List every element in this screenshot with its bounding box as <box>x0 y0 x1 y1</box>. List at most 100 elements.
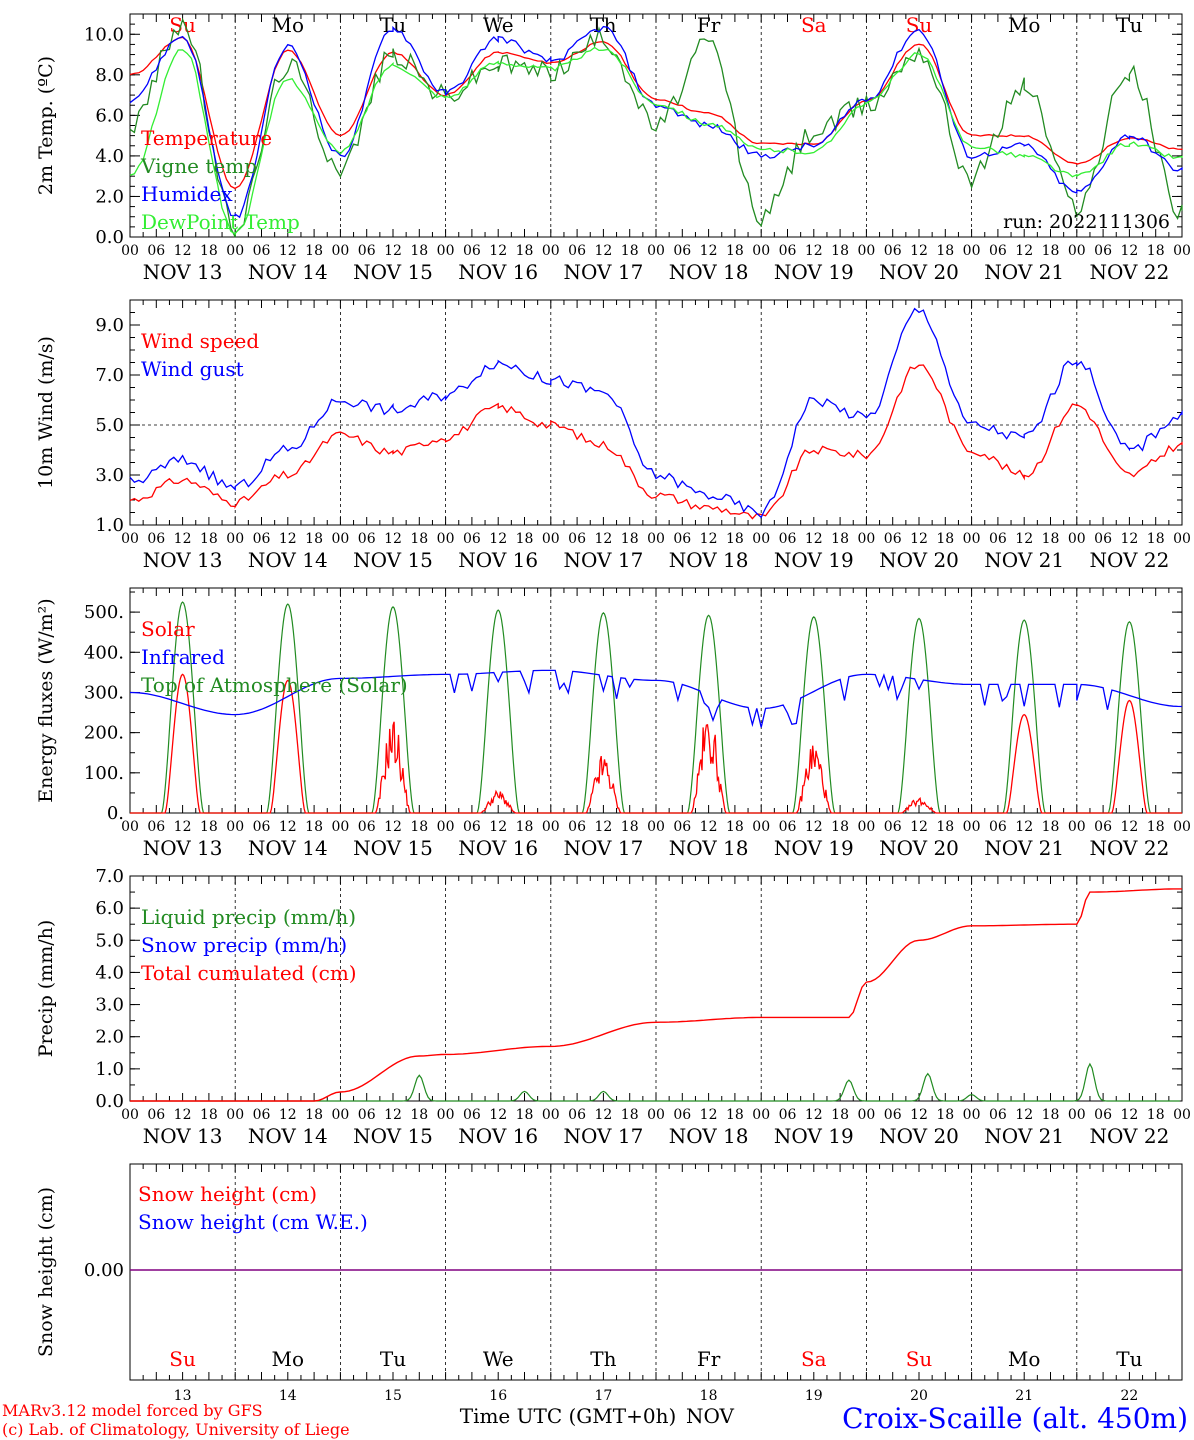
hour-tick-label: 18 <box>936 531 954 547</box>
day-label: NOV 16 <box>458 260 538 284</box>
hour-tick-label: 00 <box>121 243 139 259</box>
day-label: NOV 14 <box>248 836 328 860</box>
hour-tick-label: 00 <box>331 531 349 547</box>
hour-tick-label: 18 <box>621 819 639 835</box>
y-tick-label: 0.0 <box>95 1091 124 1112</box>
hour-tick-label: 06 <box>1094 819 1112 835</box>
y-tick-label: 200. <box>84 723 124 744</box>
hour-tick-label: 06 <box>673 819 691 835</box>
day-label: NOV 18 <box>669 548 749 572</box>
day-number: 20 <box>910 1388 928 1404</box>
hour-tick-label: 06 <box>253 819 271 835</box>
hour-tick-label: 06 <box>358 531 376 547</box>
y-tick-label: 300. <box>84 682 124 703</box>
hour-tick-label: 18 <box>936 1107 954 1123</box>
hour-tick-label: 06 <box>358 819 376 835</box>
hour-tick-label: 18 <box>305 531 323 547</box>
day-label: NOV 17 <box>564 260 644 284</box>
weekday-label: Mo <box>1008 13 1041 37</box>
hour-tick-label: 18 <box>200 531 218 547</box>
hour-tick-label: 18 <box>621 531 639 547</box>
day-label: NOV 22 <box>1090 548 1170 572</box>
hour-tick-label: 06 <box>989 243 1007 259</box>
day-number: 17 <box>594 1388 612 1404</box>
weekday-label: We <box>483 1347 514 1371</box>
hour-tick-label: 18 <box>410 243 428 259</box>
day-label: NOV 15 <box>353 548 433 572</box>
hour-tick-label: 18 <box>1147 1107 1165 1123</box>
legend-entry: Snow height (cm) <box>138 1182 317 1206</box>
hour-tick-label: 12 <box>700 819 718 835</box>
y-tick-label: 1.0 <box>95 1059 124 1080</box>
hour-tick-label: 06 <box>884 1107 902 1123</box>
day-label: NOV 21 <box>984 836 1064 860</box>
y-tick-label: 7.0 <box>95 365 124 386</box>
day-label: NOV 14 <box>248 548 328 572</box>
hour-tick-label: 00 <box>437 531 455 547</box>
hour-tick-label: 06 <box>147 243 165 259</box>
hour-tick-label: 12 <box>910 531 928 547</box>
hour-tick-label: 06 <box>1094 1107 1112 1123</box>
hour-tick-label: 12 <box>489 243 507 259</box>
hour-tick-label: 00 <box>647 819 665 835</box>
hour-tick-label: 06 <box>147 819 165 835</box>
hour-tick-label: 00 <box>331 819 349 835</box>
hour-tick-label: 06 <box>989 1107 1007 1123</box>
hour-tick-label: 18 <box>621 243 639 259</box>
weekday-label: Su <box>906 1347 933 1371</box>
series-line-temperature <box>129 36 1183 190</box>
credit-line-2: (c) Lab. of Climatology, University of L… <box>2 1420 350 1439</box>
series-line-wind-speed <box>129 364 1183 520</box>
x-axis-title: Time UTC (GMT+0h) <box>460 1404 677 1428</box>
hour-tick-label: 12 <box>174 243 192 259</box>
hour-tick-label: 00 <box>857 819 875 835</box>
hour-tick-label: 18 <box>410 531 428 547</box>
y-tick-label: 8.0 <box>95 65 124 86</box>
series-line-infrared <box>129 669 1183 728</box>
y-tick-label: 4.0 <box>95 146 124 167</box>
legend-entry: Wind gust <box>141 357 244 381</box>
day-label: NOV 18 <box>669 1124 749 1148</box>
day-number: 16 <box>489 1388 507 1404</box>
hour-tick-label: 18 <box>936 243 954 259</box>
hour-tick-label: 12 <box>1015 1107 1033 1123</box>
weekday-label: Mo <box>272 13 305 37</box>
day-label: NOV 20 <box>879 1124 959 1148</box>
weekday-label: Th <box>590 1347 616 1371</box>
hour-tick-label: 12 <box>700 243 718 259</box>
hour-tick-label: 00 <box>542 531 560 547</box>
hour-tick-label: 12 <box>805 243 823 259</box>
hour-tick-label: 12 <box>489 1107 507 1123</box>
hour-tick-label: 12 <box>805 819 823 835</box>
weekday-label: Mo <box>1008 1347 1041 1371</box>
hour-tick-label: 12 <box>174 819 192 835</box>
y-axis-label: 10m Wind (m/s) <box>35 336 57 489</box>
day-label: NOV 20 <box>879 260 959 284</box>
legend-entry: Temperature <box>141 126 272 150</box>
y-tick-label: 500. <box>84 602 124 623</box>
day-label: NOV 22 <box>1090 260 1170 284</box>
day-label: NOV 15 <box>353 260 433 284</box>
weekday-label: Tu <box>1116 13 1142 37</box>
weekday-label: Su <box>169 1347 196 1371</box>
hour-tick-label: 12 <box>1120 531 1138 547</box>
day-label: NOV 17 <box>564 548 644 572</box>
hour-tick-label: 12 <box>910 819 928 835</box>
hour-tick-label: 06 <box>673 531 691 547</box>
hour-tick-label: 12 <box>1015 243 1033 259</box>
y-axis-label: 2m Temp. (ºC) <box>35 56 57 195</box>
hour-tick-label: 00 <box>226 531 244 547</box>
hour-tick-label: 00 <box>226 243 244 259</box>
hour-tick-label: 06 <box>358 1107 376 1123</box>
y-tick-label: 7.0 <box>95 866 124 887</box>
day-label: NOV 16 <box>458 548 538 572</box>
hour-tick-label: 06 <box>358 243 376 259</box>
day-label: NOV 13 <box>143 260 223 284</box>
hour-tick-label: 18 <box>1042 1107 1060 1123</box>
weekday-label: Sa <box>801 13 827 37</box>
hour-tick-label: 18 <box>1042 243 1060 259</box>
day-label: NOV 13 <box>143 1124 223 1148</box>
y-tick-label: 2.0 <box>95 1027 124 1048</box>
day-number: 13 <box>174 1388 192 1404</box>
